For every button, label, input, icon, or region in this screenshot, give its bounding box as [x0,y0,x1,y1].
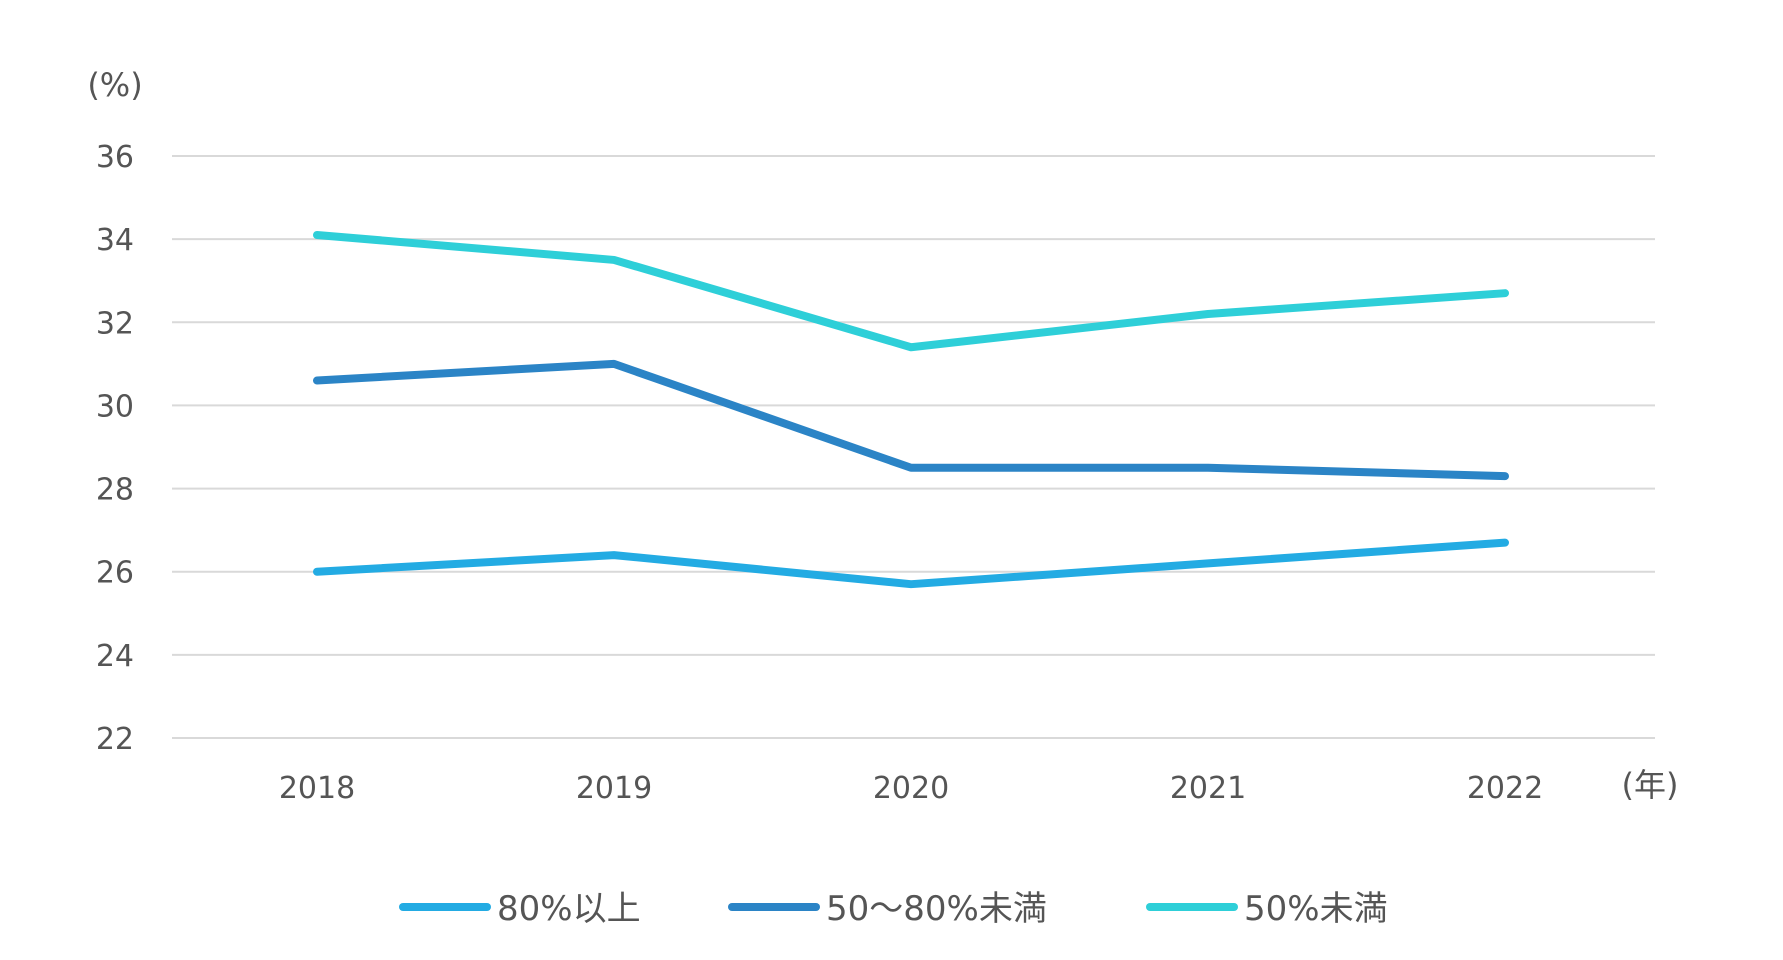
x-tick-label: 2018 [279,771,355,806]
series-line-3 [313,230,1509,352]
legend-label: 50%未満 [1244,889,1388,929]
series-line-1 [313,538,1509,589]
x-tick-label: 2020 [873,771,949,806]
x-tick-label: 2022 [1467,771,1543,806]
gridlines [172,155,1655,739]
x-axis-unit-label: (年) [1622,766,1679,804]
y-tick-label: 26 [96,556,134,591]
legend-label: 80%以上 [497,889,641,929]
y-tick-label: 34 [96,223,134,258]
legend: 80%以上 50～80%未満 50%未満 [399,889,1388,929]
y-tick-label: 24 [96,639,134,674]
y-tick-label: 36 [96,140,134,175]
x-tick-label: 2021 [1170,771,1246,806]
y-tick-label: 22 [96,722,134,757]
y-tick-label: 28 [96,473,134,508]
legend-label: 50～80%未満 [826,889,1047,929]
y-axis-unit-label: (%) [87,66,142,104]
x-axis-ticks: 2018 2019 2020 2021 2022 [279,771,1543,806]
series-line-2 [313,359,1509,481]
y-axis-ticks: 22 24 26 28 30 32 34 36 [96,140,134,757]
y-tick-label: 32 [96,306,134,341]
y-tick-label: 30 [96,389,134,424]
series-lines [313,230,1509,589]
x-tick-label: 2019 [576,771,652,806]
